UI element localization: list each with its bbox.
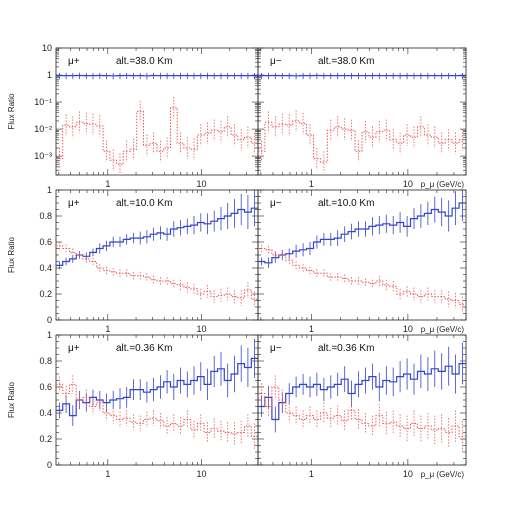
y-axis-title: Flux Ratio	[7, 236, 16, 273]
particle-label: μ−	[270, 198, 282, 209]
x-tick-label: 10	[403, 179, 413, 189]
x-tick-label: 1	[309, 469, 314, 479]
panel-frame	[257, 47, 467, 176]
altitude-label: alt.=0.36 Km	[116, 343, 172, 354]
y-tick-label: 1	[47, 185, 52, 195]
altitude-label: alt.=10.0 Km	[116, 198, 172, 209]
particle-label: μ+	[68, 343, 80, 354]
y-tick-label: 10⁻¹	[34, 97, 52, 107]
series-line	[56, 207, 258, 266]
series-line	[56, 107, 258, 165]
y-tick-label: 0.8	[39, 356, 52, 366]
series-line	[258, 363, 466, 421]
x-axis-title: p_μ (GeV/c)	[421, 325, 465, 334]
x-tick-label: 1	[105, 324, 110, 334]
y-tick-label: 0.2	[39, 289, 52, 299]
x-tick-label: 1	[309, 324, 314, 334]
y-tick-label: 0.4	[39, 408, 52, 418]
y-tick-label: 10⁻³	[34, 151, 52, 161]
y-tick-label: 10⁻²	[34, 124, 52, 134]
y-tick-label: 0.6	[39, 237, 52, 247]
particle-label: μ−	[270, 56, 282, 67]
series-line	[258, 248, 466, 305]
x-tick-label: 1	[105, 179, 110, 189]
x-tick-label: 10	[197, 324, 207, 334]
x-axis-title: p_μ (GeV/c)	[421, 180, 465, 189]
series-line	[258, 386, 466, 437]
panel-frame	[55, 47, 259, 176]
x-tick-label: 10	[403, 324, 413, 334]
y-tick-label: 0.8	[39, 211, 52, 221]
y-tick-label: 0.6	[39, 382, 52, 392]
series-line	[56, 245, 258, 300]
particle-label: μ+	[68, 56, 80, 67]
altitude-label: alt.=38.0 Km	[116, 56, 172, 67]
y-tick-label: 0.4	[39, 263, 52, 273]
x-axis-title: p_μ (GeV/c)	[421, 470, 465, 479]
y-axis-title: Flux Ratio	[7, 381, 16, 418]
particle-label: μ+	[68, 198, 80, 209]
x-tick-label: 1	[309, 179, 314, 189]
x-tick-label: 10	[197, 469, 207, 479]
x-tick-label: 1	[105, 469, 110, 479]
altitude-label: alt.=38.0 Km	[318, 56, 374, 67]
y-tick-label: 1	[47, 330, 52, 340]
x-tick-label: 10	[197, 179, 207, 189]
series-line	[56, 357, 258, 417]
x-tick-label: 10	[403, 469, 413, 479]
series-line	[56, 383, 258, 437]
y-tick-label: 10	[42, 43, 52, 53]
series-line	[258, 202, 466, 264]
altitude-label: alt.=0.36 Km	[318, 343, 374, 354]
altitude-label: alt.=10.0 Km	[318, 198, 374, 209]
y-tick-label: 0.2	[39, 434, 52, 444]
y-axis-title: Flux Ratio	[7, 93, 16, 130]
y-tick-label: 0	[47, 460, 52, 470]
y-tick-label: 1	[47, 70, 52, 80]
particle-label: μ−	[270, 343, 282, 354]
series-line	[258, 120, 466, 163]
y-tick-label: 0	[47, 315, 52, 325]
